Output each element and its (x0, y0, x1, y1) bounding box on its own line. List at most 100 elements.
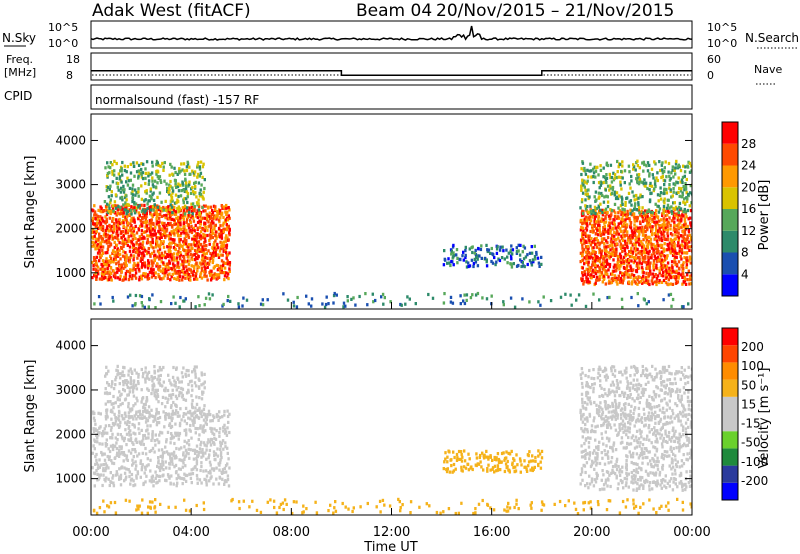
echo-cell (156, 240, 159, 244)
echo-cell (630, 255, 633, 259)
echo-cell (346, 295, 349, 299)
echo-cell (216, 211, 219, 215)
echo-cell (666, 254, 669, 258)
colorbar-swatch (722, 209, 738, 231)
echo-cell (216, 276, 219, 280)
echo-cell (108, 424, 111, 428)
echo-cell (647, 279, 650, 283)
echo-cell (129, 451, 133, 455)
echo-cell (188, 165, 191, 169)
echo-cell (160, 368, 163, 372)
echo-cell (156, 169, 159, 173)
echo-cell (508, 470, 511, 474)
echo-cell (125, 253, 128, 257)
echo-cell (689, 184, 692, 188)
echo-cell (582, 213, 585, 217)
echo-cell (187, 373, 190, 377)
echo-cell (121, 230, 125, 234)
echo-cell (650, 253, 653, 257)
echo-cell (96, 214, 99, 218)
echo-cell (226, 225, 229, 230)
echo-cell (666, 261, 670, 265)
echo-cell (112, 274, 116, 278)
echo-cell (204, 239, 207, 243)
echo-cell (652, 268, 656, 272)
echo-cell (639, 251, 642, 255)
echo-cell (145, 464, 149, 468)
echo-cell (207, 205, 210, 209)
echo-cell (678, 249, 681, 253)
echo-cell (125, 218, 128, 222)
echo-cell (210, 215, 213, 219)
echo-cell (117, 204, 120, 209)
echo-cell (635, 240, 638, 244)
echo-cell (581, 266, 584, 270)
echo-cell (600, 255, 603, 259)
echo-cell (117, 260, 120, 264)
echo-cell (103, 391, 107, 395)
echo-cell (656, 215, 660, 219)
echo-cell (400, 303, 403, 307)
echo-cell (124, 397, 128, 401)
echo-cell (622, 255, 626, 259)
echo-cell (194, 180, 197, 184)
echo-cell (133, 209, 136, 213)
echo-cell (593, 449, 596, 453)
echo-cell (208, 211, 211, 215)
echo-cell (131, 245, 135, 249)
echo-cell (605, 176, 609, 180)
echo-cell (180, 371, 184, 375)
echo-cell (168, 393, 171, 397)
echo-cell (183, 231, 186, 235)
echo-cell (656, 242, 659, 246)
echo-cell (620, 213, 623, 217)
echo-cell (619, 183, 622, 187)
echo-cell (129, 162, 132, 166)
echo-cell (178, 447, 181, 451)
echo-cell (182, 211, 185, 215)
echo-cell (644, 251, 647, 255)
echo-cell (142, 434, 145, 438)
echo-cell (94, 260, 98, 264)
echo-cell (626, 455, 629, 459)
echo-cell (528, 251, 532, 255)
beam-label: Beam 04 (356, 1, 432, 21)
echo-cell (381, 292, 385, 296)
echo-cell (179, 216, 182, 220)
echo-cell (104, 417, 108, 421)
echo-cell (603, 242, 606, 246)
echo-cell (182, 213, 185, 217)
echo-cell (679, 273, 683, 277)
echo-cell (100, 210, 103, 214)
echo-cell (97, 226, 100, 230)
echo-cell (228, 231, 231, 235)
echo-cell (101, 237, 105, 241)
echo-cell (154, 225, 157, 229)
echo-cell (602, 442, 605, 446)
echo-cell (174, 170, 177, 175)
echo-cell (183, 428, 186, 433)
echo-cell (598, 195, 601, 199)
echo-cell (131, 193, 135, 197)
echo-cell (188, 180, 191, 184)
echo-cell (599, 202, 602, 206)
echo-cell (186, 410, 190, 414)
echo-cell (647, 300, 650, 304)
echo-cell (689, 257, 692, 261)
echo-cell (197, 377, 200, 381)
echo-cell (175, 446, 178, 451)
echo-cell (598, 228, 601, 232)
echo-cell (463, 293, 466, 297)
echo-cell (598, 277, 601, 281)
echo-cell (118, 264, 122, 268)
echo-cell (91, 227, 95, 231)
echo-cell (143, 415, 146, 420)
echo-cell (134, 293, 138, 298)
echo-cell (668, 272, 671, 276)
echo-cell (598, 257, 602, 261)
echo-cell (151, 430, 154, 434)
echo-cell (597, 191, 601, 195)
echo-cell (185, 220, 188, 224)
echo-cell (169, 278, 172, 282)
